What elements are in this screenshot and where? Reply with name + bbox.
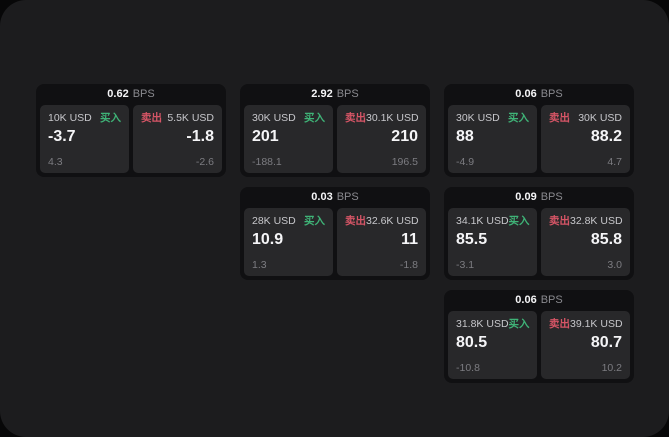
bps-value: 0.06 bbox=[515, 294, 537, 306]
buy-sub-value: 4.3 bbox=[48, 155, 63, 168]
buy-tile[interactable]: 34.1K USD 买入 85.5 -3.1 bbox=[448, 208, 537, 276]
quote-card: 0.62 BPS 10K USD 买入 -3.7 4.3 卖出 5.5K USD… bbox=[36, 84, 226, 177]
buy-tile[interactable]: 30K USD 买入 201 -188.1 bbox=[244, 105, 333, 173]
bps-value: 2.92 bbox=[311, 88, 333, 100]
bps-header: 0.62 BPS bbox=[40, 84, 222, 105]
buy-tile[interactable]: 10K USD 买入 -3.7 4.3 bbox=[40, 105, 129, 173]
sell-tile[interactable]: 卖出 30K USD 88.2 4.7 bbox=[541, 105, 630, 173]
sell-tile[interactable]: 卖出 39.1K USD 80.7 10.2 bbox=[541, 311, 630, 379]
quote-card: 0.06 BPS 31.8K USD 买入 80.5 -10.8 卖出 39.1… bbox=[444, 290, 634, 383]
buy-label: 买入 bbox=[304, 215, 325, 227]
buy-sub-value: -4.9 bbox=[456, 155, 475, 168]
sell-amount: 5.5K USD bbox=[167, 112, 214, 124]
bps-header: 0.06 BPS bbox=[448, 290, 630, 311]
bps-value: 0.06 bbox=[515, 88, 537, 100]
sell-amount: 32.6K USD bbox=[366, 215, 419, 227]
sell-tile[interactable]: 卖出 30.1K USD 210 196.5 bbox=[337, 105, 426, 173]
sell-label: 卖出 bbox=[549, 112, 570, 124]
buy-label: 买入 bbox=[508, 318, 530, 330]
sell-amount: 30K USD bbox=[578, 112, 622, 124]
bps-value: 0.09 bbox=[515, 191, 537, 203]
bps-unit: BPS bbox=[540, 294, 563, 306]
bps-unit: BPS bbox=[336, 88, 359, 100]
buy-amount: 34.1K USD bbox=[456, 215, 509, 227]
buy-value: 10.9 bbox=[252, 230, 284, 248]
buy-value: -3.7 bbox=[48, 127, 76, 145]
buy-amount: 31.8K USD bbox=[456, 318, 509, 330]
sell-sub-value: 10.2 bbox=[601, 361, 622, 374]
quote-card: 0.03 BPS 28K USD 买入 10.9 1.3 卖出 32.6K US… bbox=[240, 187, 430, 280]
sell-sub-value: 3.0 bbox=[607, 258, 622, 271]
buy-sub-value: -10.8 bbox=[456, 361, 480, 374]
quote-card: 0.06 BPS 30K USD 买入 88 -4.9 卖出 30K USD 8… bbox=[444, 84, 634, 177]
buy-amount: 30K USD bbox=[456, 112, 500, 124]
bps-unit: BPS bbox=[540, 88, 563, 100]
quote-card: 0.09 BPS 34.1K USD 买入 85.5 -3.1 卖出 32.8K… bbox=[444, 187, 634, 280]
sell-sub-value: 4.7 bbox=[607, 155, 622, 168]
bps-unit: BPS bbox=[132, 88, 155, 100]
bps-value: 0.03 bbox=[311, 191, 333, 203]
buy-label: 买入 bbox=[100, 112, 121, 124]
quote-card: 2.92 BPS 30K USD 买入 201 -188.1 卖出 30.1K … bbox=[240, 84, 430, 177]
sell-amount: 30.1K USD bbox=[366, 112, 419, 124]
quote-panels: 31.8K USD 买入 80.5 -10.8 卖出 39.1K USD 80.… bbox=[448, 311, 630, 379]
bps-value: 0.62 bbox=[107, 88, 129, 100]
sell-label: 卖出 bbox=[141, 112, 162, 124]
sell-value: 210 bbox=[391, 127, 418, 145]
quote-panels: 34.1K USD 买入 85.5 -3.1 卖出 32.8K USD 85.8… bbox=[448, 208, 630, 276]
buy-sub-value: -188.1 bbox=[252, 155, 282, 168]
buy-tile[interactable]: 28K USD 买入 10.9 1.3 bbox=[244, 208, 333, 276]
sell-sub-value: -1.8 bbox=[399, 258, 418, 271]
quote-panels: 10K USD 买入 -3.7 4.3 卖出 5.5K USD -1.8 -2.… bbox=[40, 105, 222, 173]
buy-amount: 10K USD bbox=[48, 112, 92, 124]
sell-tile[interactable]: 卖出 32.6K USD 11 -1.8 bbox=[337, 208, 426, 276]
buy-value: 201 bbox=[252, 127, 279, 145]
sell-value: 11 bbox=[401, 230, 418, 248]
quote-panels: 28K USD 买入 10.9 1.3 卖出 32.6K USD 11 -1.8 bbox=[244, 208, 426, 276]
bps-header: 0.03 BPS bbox=[244, 187, 426, 208]
sell-value: 85.8 bbox=[590, 230, 622, 248]
sell-amount: 39.1K USD bbox=[570, 318, 623, 330]
sell-tile[interactable]: 卖出 5.5K USD -1.8 -2.6 bbox=[133, 105, 222, 173]
sell-label: 卖出 bbox=[345, 112, 366, 124]
buy-label: 买入 bbox=[508, 112, 529, 124]
buy-sub-value: -3.1 bbox=[456, 258, 475, 271]
buy-value: 80.5 bbox=[456, 333, 488, 351]
sell-amount: 32.8K USD bbox=[570, 215, 623, 227]
buy-tile[interactable]: 31.8K USD 买入 80.5 -10.8 bbox=[448, 311, 537, 379]
bps-header: 2.92 BPS bbox=[244, 84, 426, 105]
buy-label: 买入 bbox=[304, 112, 325, 124]
sell-value: -1.8 bbox=[186, 127, 214, 145]
bps-header: 0.09 BPS bbox=[448, 187, 630, 208]
quote-panels: 30K USD 买入 201 -188.1 卖出 30.1K USD 210 1… bbox=[244, 105, 426, 173]
sell-sub-value: 196.5 bbox=[391, 155, 418, 168]
buy-value: 88 bbox=[456, 127, 474, 145]
quote-panels: 30K USD 买入 88 -4.9 卖出 30K USD 88.2 4.7 bbox=[448, 105, 630, 173]
sell-label: 卖出 bbox=[345, 215, 366, 227]
buy-value: 85.5 bbox=[456, 230, 488, 248]
sell-tile[interactable]: 卖出 32.8K USD 85.8 3.0 bbox=[541, 208, 630, 276]
buy-label: 买入 bbox=[508, 215, 530, 227]
sell-label: 卖出 bbox=[549, 215, 570, 227]
quote-card-grid: 0.62 BPS 10K USD 买入 -3.7 4.3 卖出 5.5K USD… bbox=[36, 84, 634, 383]
bps-unit: BPS bbox=[540, 191, 563, 203]
buy-amount: 28K USD bbox=[252, 215, 296, 227]
bps-header: 0.06 BPS bbox=[448, 84, 630, 105]
bps-unit: BPS bbox=[336, 191, 359, 203]
sell-value: 88.2 bbox=[590, 127, 622, 145]
buy-sub-value: 1.3 bbox=[252, 258, 267, 271]
sell-label: 卖出 bbox=[549, 318, 570, 330]
buy-tile[interactable]: 30K USD 买入 88 -4.9 bbox=[448, 105, 537, 173]
sell-sub-value: -2.6 bbox=[195, 155, 214, 168]
buy-amount: 30K USD bbox=[252, 112, 296, 124]
sell-value: 80.7 bbox=[590, 333, 622, 351]
